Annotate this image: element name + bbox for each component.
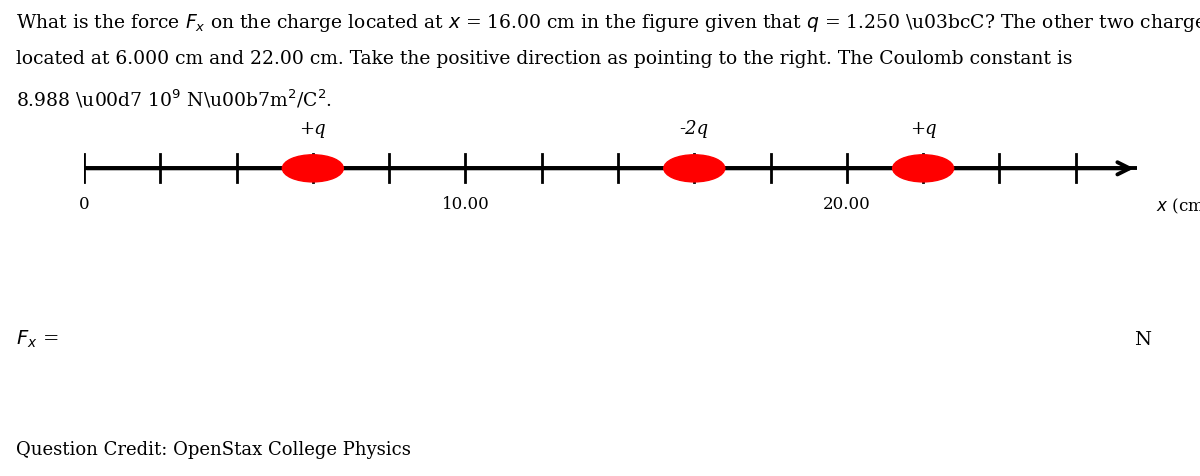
Text: -2q: -2q <box>679 119 709 138</box>
Ellipse shape <box>282 156 343 182</box>
FancyBboxPatch shape <box>67 297 1157 382</box>
Text: Question Credit: OpenStax College Physics: Question Credit: OpenStax College Physic… <box>16 440 410 458</box>
Text: 0: 0 <box>79 196 89 213</box>
Text: 8.988 \u00d7 10$^9$ N\u00b7m$^2$/C$^2$.: 8.988 \u00d7 10$^9$ N\u00b7m$^2$/C$^2$. <box>16 88 331 110</box>
Ellipse shape <box>893 156 954 182</box>
Text: What is the force $F_x$ on the charge located at $x$ = 16.00 cm in the figure gi: What is the force $F_x$ on the charge lo… <box>16 12 1200 34</box>
Text: +q: +q <box>910 119 936 138</box>
Text: 20.00: 20.00 <box>823 196 871 213</box>
Text: $x$ (cm): $x$ (cm) <box>1156 196 1200 215</box>
Text: N: N <box>1134 330 1151 348</box>
Text: +q: +q <box>300 119 326 138</box>
Text: $F_x$ =: $F_x$ = <box>16 328 58 349</box>
Ellipse shape <box>664 156 725 182</box>
Text: 10.00: 10.00 <box>442 196 490 213</box>
Text: located at 6.000 cm and 22.00 cm. Take the positive direction as pointing to the: located at 6.000 cm and 22.00 cm. Take t… <box>16 50 1072 68</box>
